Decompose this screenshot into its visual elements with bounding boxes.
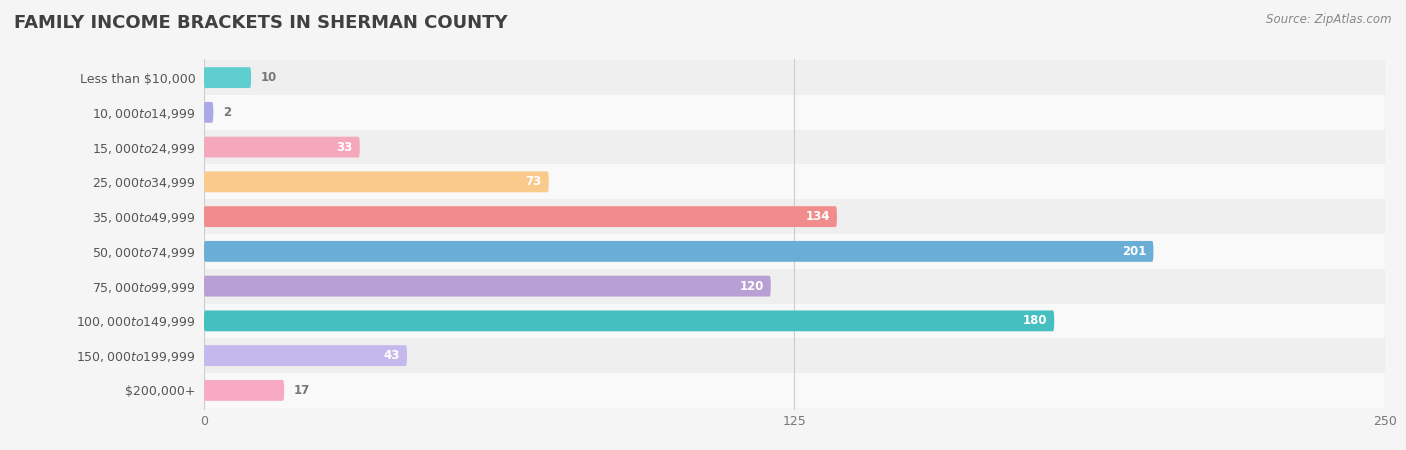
Bar [156, 373, 1406, 408]
Text: 43: 43 [384, 349, 399, 362]
Bar [156, 303, 1406, 338]
Bar [156, 165, 1406, 199]
FancyBboxPatch shape [204, 102, 214, 123]
Text: Source: ZipAtlas.com: Source: ZipAtlas.com [1267, 14, 1392, 27]
Bar [156, 60, 1406, 95]
Text: 33: 33 [336, 140, 353, 153]
FancyBboxPatch shape [204, 137, 360, 157]
Text: 180: 180 [1022, 315, 1047, 328]
Text: 10: 10 [260, 71, 277, 84]
FancyBboxPatch shape [204, 380, 284, 401]
FancyBboxPatch shape [204, 276, 770, 297]
Text: 120: 120 [740, 279, 763, 292]
FancyBboxPatch shape [204, 241, 1153, 262]
Bar [156, 234, 1406, 269]
Text: FAMILY INCOME BRACKETS IN SHERMAN COUNTY: FAMILY INCOME BRACKETS IN SHERMAN COUNTY [14, 14, 508, 32]
Bar [156, 199, 1406, 234]
FancyBboxPatch shape [204, 171, 548, 192]
Bar [156, 269, 1406, 303]
Text: 73: 73 [526, 176, 541, 189]
Text: 2: 2 [222, 106, 231, 119]
FancyBboxPatch shape [204, 67, 252, 88]
Bar [156, 130, 1406, 165]
Text: 134: 134 [806, 210, 830, 223]
Bar [156, 95, 1406, 130]
Text: 201: 201 [1122, 245, 1146, 258]
Text: 17: 17 [294, 384, 309, 397]
FancyBboxPatch shape [204, 345, 406, 366]
FancyBboxPatch shape [204, 310, 1054, 331]
FancyBboxPatch shape [204, 206, 837, 227]
Bar [156, 338, 1406, 373]
